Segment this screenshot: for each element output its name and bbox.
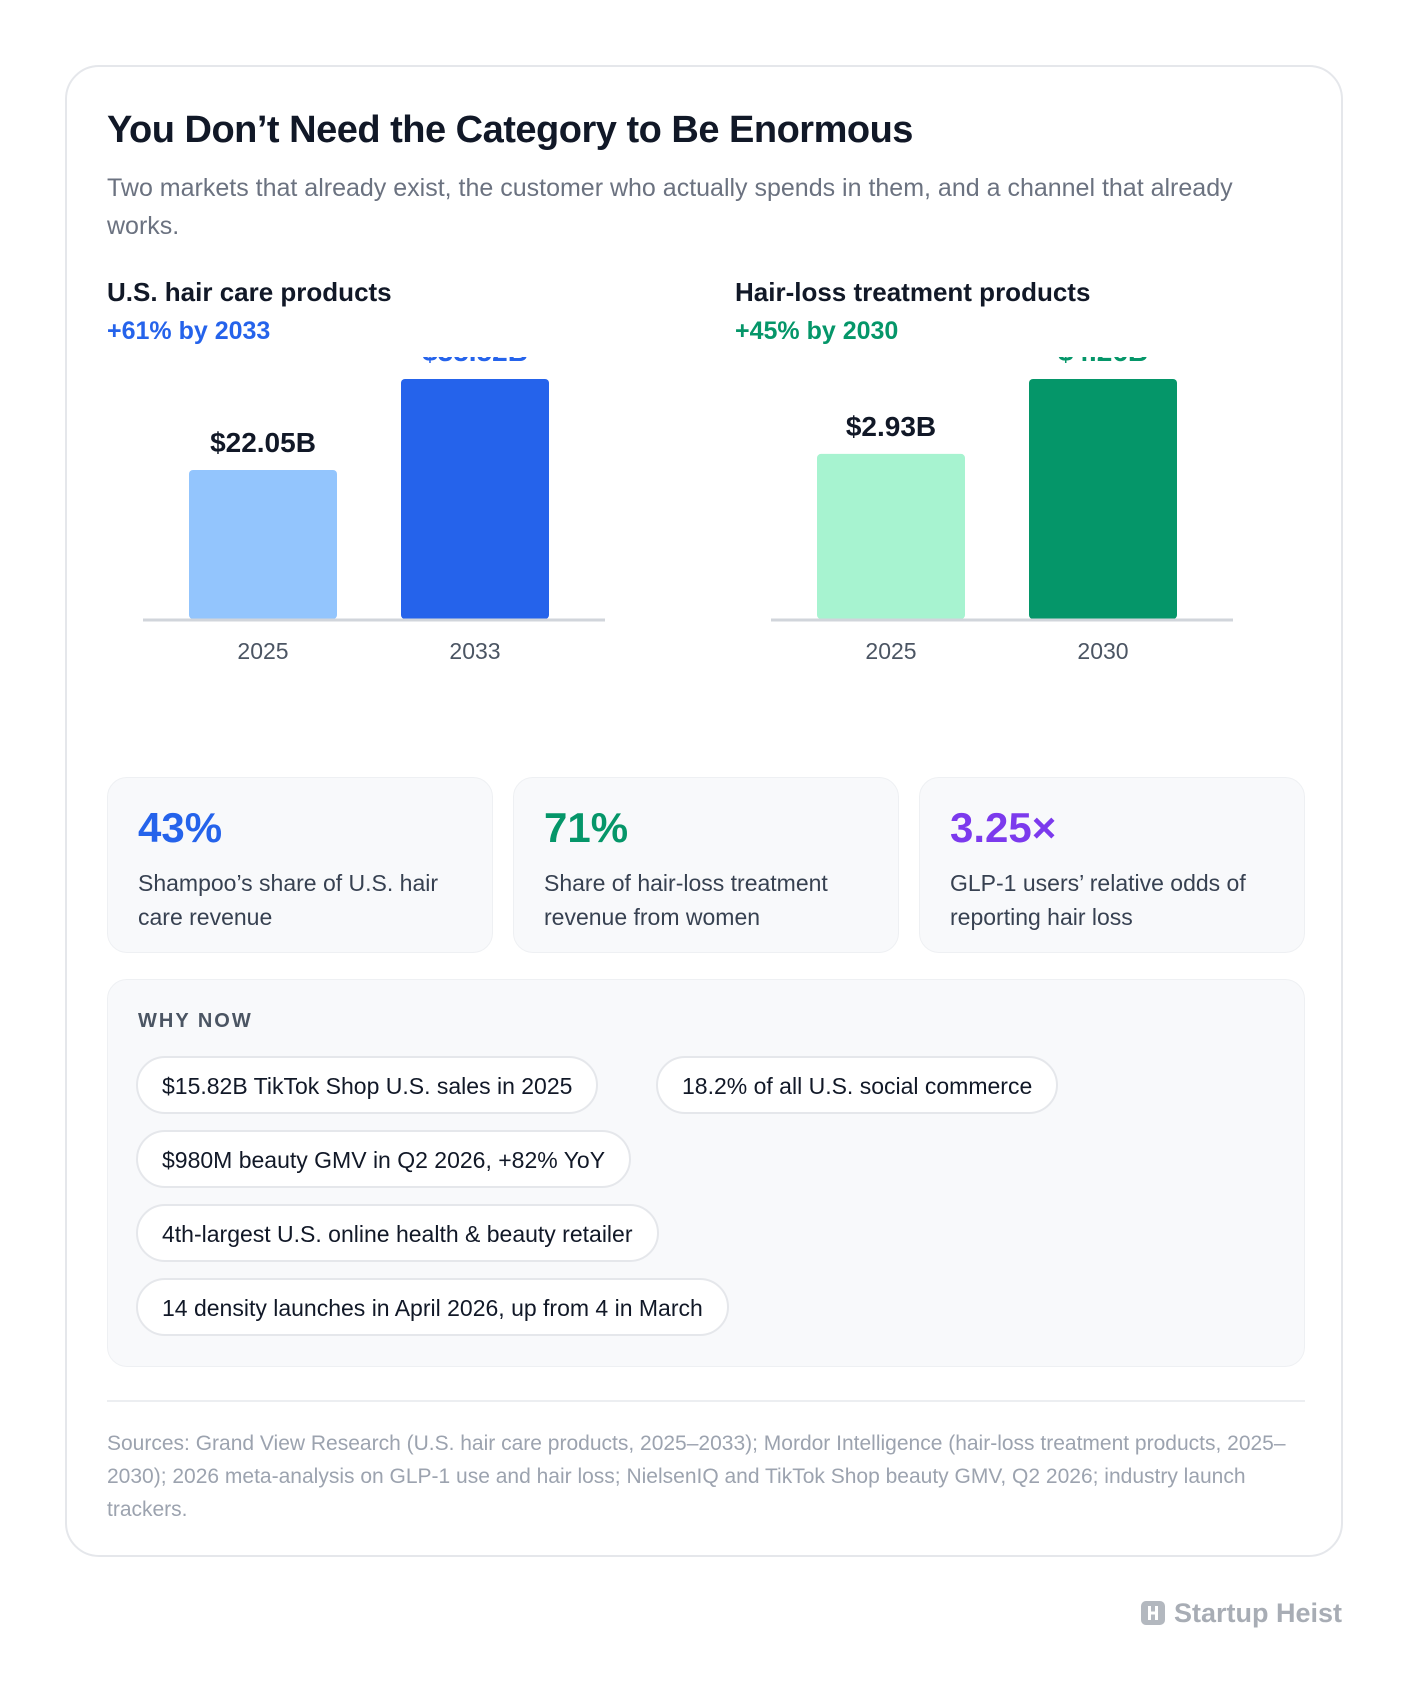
stat-label: Shampoo’s share of U.S. hair care revenu… — [138, 870, 439, 930]
brand-name: Startup Heist — [1173, 1597, 1342, 1628]
data-label: $4.26B — [1058, 357, 1148, 367]
stat-value: 3.25× — [950, 804, 1057, 851]
stat-label: GLP-1 users’ relative odds of reporting … — [950, 870, 1246, 930]
page-title: You Don’t Need the Category to Be Enormo… — [107, 109, 913, 151]
page-subtitle: Two markets that already exist, the cust… — [107, 174, 1233, 240]
why-now-pill: $15.82B TikTok Shop U.S. sales in 2025 — [136, 1056, 599, 1114]
bar-2025 — [817, 453, 965, 619]
why-now-heading: WHY NOW — [138, 1010, 253, 1032]
bar-2030 — [1029, 379, 1177, 619]
chart-title: Hair-loss treatment products — [735, 277, 1091, 307]
stat-label: Share of hair-loss treatment revenue fro… — [544, 870, 828, 930]
chart-title: U.S. hair care products — [107, 277, 392, 307]
bar-2033 — [401, 379, 549, 619]
chart-hair-care: U.S. hair care products +61% by 2033 $22… — [107, 277, 647, 747]
sources-note: Sources: Grand View Research (U.S. hair … — [107, 1432, 1286, 1521]
data-label: $2.93B — [846, 411, 936, 442]
chart-growth-label: +45% by 2030 — [735, 317, 899, 345]
data-label: $22.05B — [210, 427, 316, 458]
why-now-pill: 14 density launches in April 2026, up fr… — [136, 1278, 729, 1336]
data-label: $35.52B — [422, 357, 528, 367]
why-now-pill: 4th-largest U.S. online health & beauty … — [136, 1204, 659, 1262]
divider — [107, 1400, 1305, 1402]
infographic-card: You Don’t Need the Category to Be Enormo… — [65, 65, 1343, 1557]
stat-value: 71% — [544, 804, 629, 851]
chart-growth-label: +61% by 2033 — [107, 317, 271, 345]
bar-chart-hair-loss: $2.93B 2025 $4.26B 2030 — [771, 357, 1233, 664]
stat-card-women-share: 71% Share of hair-loss treatment revenue… — [513, 777, 899, 953]
bar-chart-hair-care: $22.05B 2025 $35.52B 2033 — [143, 357, 605, 664]
stat-value: 43% — [138, 804, 223, 851]
x-tick-label: 2030 — [1077, 638, 1128, 664]
x-tick-label: 2025 — [237, 638, 288, 664]
brand-logo: Startup Heist — [1140, 1596, 1342, 1630]
why-now-pill: $980M beauty GMV in Q2 2026, +82% YoY — [136, 1130, 632, 1188]
stat-card-shampoo: 43% Shampoo’s share of U.S. hair care re… — [107, 777, 493, 953]
x-tick-label: 2033 — [449, 638, 500, 664]
bar-2025 — [189, 470, 337, 619]
chart-hair-loss: Hair-loss treatment products +45% by 203… — [735, 277, 1275, 747]
stat-card-glp1: 3.25× GLP-1 users’ relative odds of repo… — [919, 777, 1305, 953]
why-now-pill: 18.2% of all U.S. social commerce — [656, 1056, 1059, 1114]
why-now-panel: WHY NOW $15.82B TikTok Shop U.S. sales i… — [107, 979, 1305, 1367]
startup-heist-logo-icon — [1140, 1601, 1165, 1625]
stat-cards: 43% Shampoo’s share of U.S. hair care re… — [107, 777, 1305, 953]
x-tick-label: 2025 — [865, 638, 916, 664]
